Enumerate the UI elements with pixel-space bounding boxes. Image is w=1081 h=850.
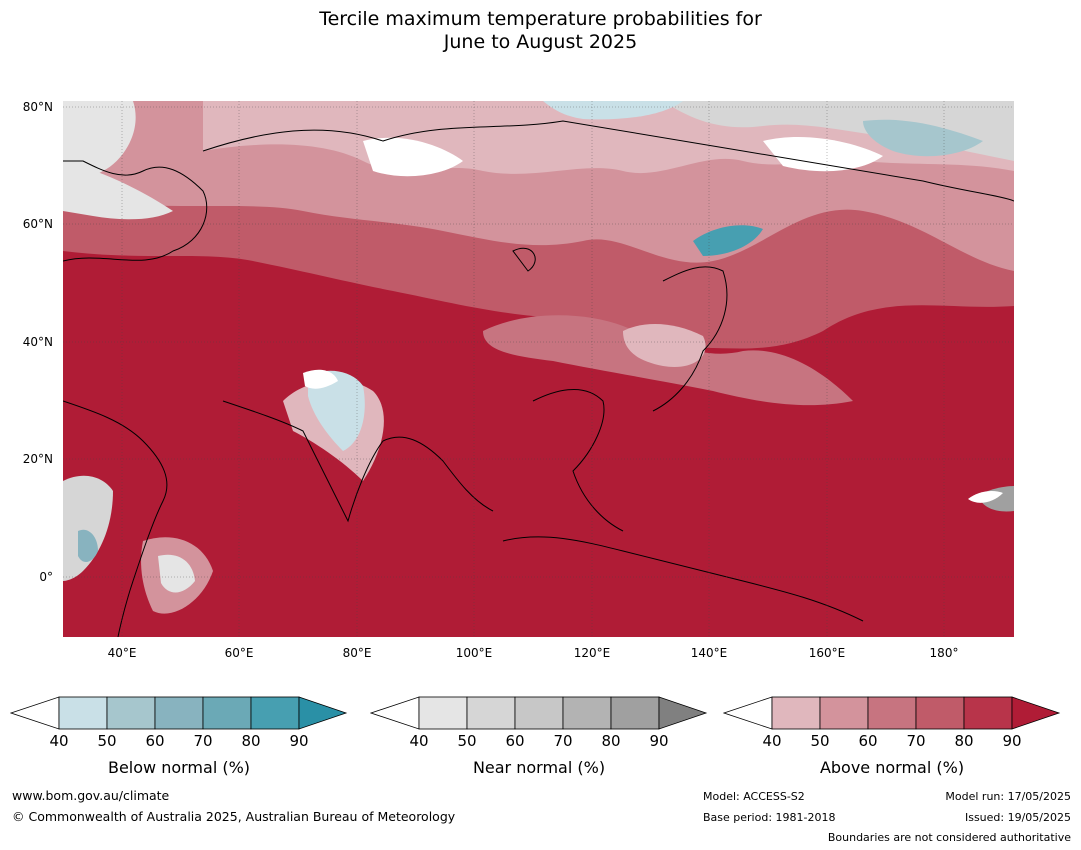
- lon-label-60e: 60°E: [224, 646, 254, 660]
- region-arctic-near-normal-east: [663, 101, 1014, 161]
- coastlines: [63, 120, 1014, 637]
- legend-below-tick: 80: [241, 732, 261, 750]
- region-east-siberia-below: [863, 119, 983, 157]
- colorbar-below: [10, 696, 348, 730]
- lon-label-140e: 140°E: [690, 646, 728, 660]
- lon-label-40e: 40°E: [107, 646, 137, 660]
- disclaimer-text: Boundaries are not considered authoritat…: [827, 831, 1071, 844]
- colorbar-above: [723, 696, 1061, 730]
- lon-label-180: 180°: [929, 646, 959, 660]
- legend-below-tick: 40: [49, 732, 69, 750]
- region-africa-near-normal: [63, 475, 113, 581]
- title-line-1: Tercile maximum temperature probabilitie…: [319, 8, 762, 30]
- legend-above-tick: 90: [1002, 732, 1022, 750]
- legend-above-tick: 40: [762, 732, 782, 750]
- legend-above-label: Above normal (%): [819, 758, 965, 777]
- legend-below-tick: 70: [193, 732, 213, 750]
- issued-text: Issued: 19/05/2025: [964, 811, 1071, 824]
- colorbar-near: [370, 696, 708, 730]
- legend-above-tick: 50: [810, 732, 830, 750]
- lon-label-120e: 120°E: [573, 646, 611, 660]
- legend-near-tick: 80: [601, 732, 621, 750]
- lat-label-80n: 80°N: [22, 100, 53, 114]
- map-title: Tercile maximum temperature probabilitie…: [0, 8, 1081, 54]
- region-scandinavia-near: [63, 161, 173, 220]
- model-run-text: Model run: 17/05/2025: [945, 790, 1071, 803]
- graticule: [63, 101, 1014, 637]
- legend-below-tick: 90: [289, 732, 309, 750]
- probability-map: [63, 101, 1014, 637]
- lat-label-0: 0°: [39, 570, 53, 584]
- legend-below-tick: 50: [97, 732, 117, 750]
- website-link[interactable]: www.bom.gov.au/climate: [12, 788, 170, 803]
- legend-near-tick: 90: [649, 732, 669, 750]
- legend-above-tick: 80: [954, 732, 974, 750]
- legend-below-label: Below normal (%): [107, 758, 251, 777]
- region-japan-light: [623, 324, 706, 367]
- region-pacific-white: [968, 491, 1003, 503]
- map-svg: [63, 101, 1014, 637]
- title-line-2: June to August 2025: [443, 31, 638, 53]
- lon-label-100e: 100°E: [455, 646, 493, 660]
- region-east-africa-white: [158, 554, 195, 593]
- legend-above-normal: 40 50 60 70 80 90 Above normal (%): [723, 694, 1073, 784]
- legend-below-normal: 40 50 60 70 80 90 Below normal (%): [10, 694, 360, 784]
- region-africa-below-normal: [78, 529, 98, 563]
- legend-below-tick: 60: [145, 732, 165, 750]
- lat-label-40n: 40°N: [22, 335, 53, 349]
- region-okhotsk-below: [693, 225, 763, 256]
- legend-near-normal: 40 50 60 70 80 90 Near normal (%): [370, 694, 720, 784]
- lat-label-60n: 60°N: [22, 217, 53, 231]
- region-east-siberia-white: [763, 136, 883, 172]
- legend-near-tick: 40: [409, 732, 429, 750]
- legend-near-tick: 60: [505, 732, 525, 750]
- region-india-below-normal: [308, 370, 365, 451]
- model-text: Model: ACCESS-S2: [703, 790, 805, 803]
- region-arctic-below-normal: [543, 101, 683, 120]
- legend-above-tick: 60: [858, 732, 878, 750]
- lat-label-20n: 20°N: [22, 452, 53, 466]
- region-siberia-white: [363, 137, 463, 177]
- legend-near-label: Near normal (%): [472, 758, 606, 777]
- copyright-text: © Commonwealth of Australia 2025, Austra…: [12, 809, 456, 824]
- lon-label-160e: 160°E: [808, 646, 846, 660]
- legend-near-tick: 70: [553, 732, 573, 750]
- region-india-white: [303, 369, 338, 389]
- legend-above-tick: 70: [906, 732, 926, 750]
- base-period-text: Base period: 1981-2018: [703, 811, 836, 824]
- lon-label-80e: 80°E: [342, 646, 372, 660]
- legend-near-tick: 50: [457, 732, 477, 750]
